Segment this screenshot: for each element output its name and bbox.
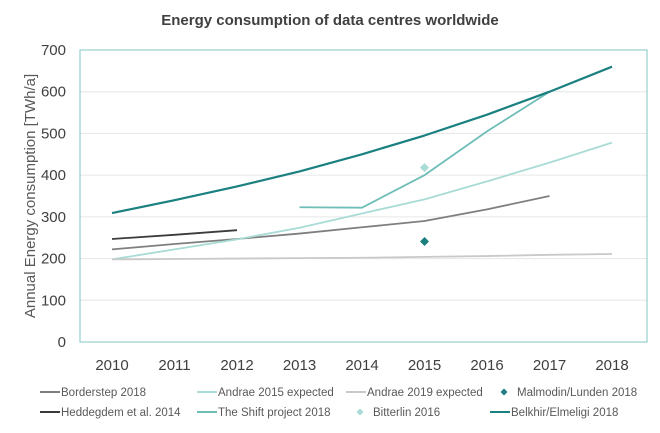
series-line-borderstep-2018	[111, 195, 550, 251]
legend-label: Andrae 2019 expected	[367, 387, 483, 399]
x-tick-label: 2013	[283, 357, 316, 374]
series-line-the-shift-project-2018	[299, 90, 550, 209]
legend-label: Belkhir/Elmeligi 2018	[511, 407, 618, 419]
plot-border	[79, 49, 648, 343]
y-tick-label: 600	[41, 84, 66, 101]
y-axis-label: Annual Energy consumption [TWh/a]	[22, 74, 39, 318]
x-tick-label: 2017	[533, 357, 566, 374]
legend-label: Andrae 2015 expected	[218, 387, 334, 399]
series-line-andrae-2019-expected	[111, 253, 613, 261]
y-tick-label: 100	[41, 292, 66, 309]
data-point-bitterlin-2016	[420, 163, 429, 173]
y-tick-label: 400	[41, 167, 66, 184]
series-line-belkhir-elmeligi-2018	[111, 65, 613, 215]
legend-label: Bitterlin 2016	[373, 407, 440, 419]
legend-label: Heddegdem et al. 2014	[61, 407, 181, 419]
legend-swatch-bitterlin-2016	[356, 408, 364, 416]
series-line-heddegdem-et-al-2014	[111, 229, 238, 240]
x-tick-label: 2016	[470, 357, 503, 374]
x-tick-label: 2018	[595, 357, 628, 374]
legend-label: Borderstep 2018	[61, 387, 146, 399]
legend-swatch-malmodin-lunden-2018	[500, 388, 508, 396]
x-tick-label: 2011	[158, 357, 190, 374]
x-tick-label: 2015	[408, 357, 441, 374]
data-point-malmodin-lunden-2018	[420, 236, 429, 246]
y-tick-label: 0	[58, 334, 66, 351]
legend-label: The Shift project 2018	[218, 407, 331, 419]
x-tick-label: 2014	[345, 357, 378, 374]
y-tick-label: 500	[41, 125, 66, 142]
y-tick-label: 200	[41, 251, 66, 268]
y-tick-label: 700	[41, 42, 66, 59]
series-line-andrae-2015-expected	[111, 141, 613, 261]
x-tick-label: 2012	[220, 357, 253, 374]
chart-title: Energy consumption of data centres world…	[161, 12, 499, 29]
legend-label: Malmodin/Lunden 2018	[517, 387, 637, 399]
y-tick-label: 300	[41, 209, 66, 226]
x-tick-label: 2010	[95, 357, 128, 374]
